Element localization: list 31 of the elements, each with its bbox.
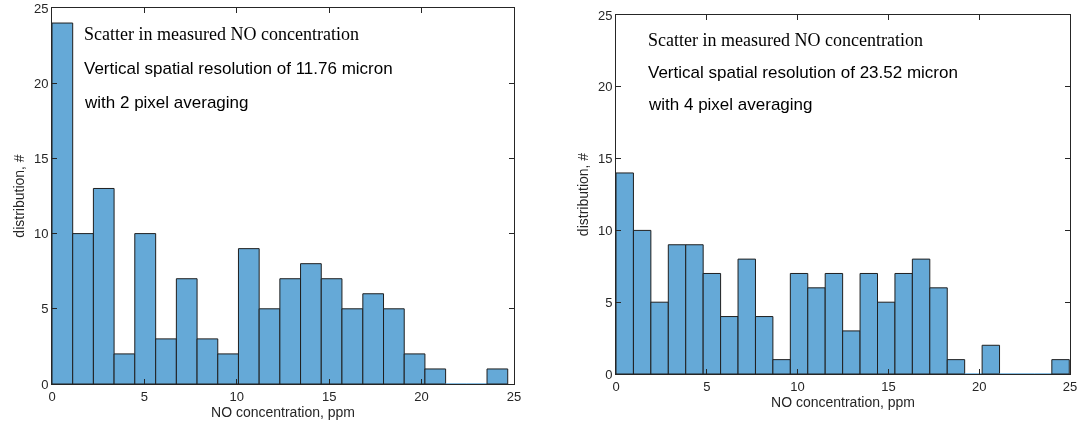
annotation: with 2 pixel averaging xyxy=(84,93,249,112)
x-axis-title: NO concentration, ppm xyxy=(771,393,915,410)
annotation: Vertical spatial resolution of 11.76 micron xyxy=(84,59,393,78)
x-tick-label: 15 xyxy=(321,388,337,404)
x-tick-label: 25 xyxy=(506,388,522,404)
x-axis-title: NO concentration, ppm xyxy=(211,403,355,420)
x-tick-label: 10 xyxy=(790,378,805,394)
y-tick-label: 15 xyxy=(33,150,49,166)
x-tick-label: 10 xyxy=(229,388,245,404)
y-tick-label: 20 xyxy=(33,75,49,91)
annotation: Vertical spatial resolution of 23.52 micron xyxy=(648,63,958,82)
x-tick-label: 20 xyxy=(414,388,429,404)
y-tick-label: 0 xyxy=(605,366,613,382)
annotation: Scatter in measured NO concentration xyxy=(648,30,923,50)
x-tick-label: 20 xyxy=(971,378,987,394)
annotation: Scatter in measured NO concentration xyxy=(84,24,359,44)
y-axis-title: distribution, # xyxy=(574,152,591,237)
y-tick-label: 10 xyxy=(597,222,613,238)
y-tick-label: 25 xyxy=(597,7,613,23)
y-tick-label: 10 xyxy=(33,226,49,242)
annotation: with 4 pixel averaging xyxy=(648,95,813,114)
x-tick-label: 5 xyxy=(703,378,711,394)
y-axis-title: distribution, # xyxy=(10,154,27,238)
x-tick-label: 15 xyxy=(881,378,896,394)
y-tick-label: 5 xyxy=(605,294,613,310)
y-tick-label: 15 xyxy=(597,151,613,167)
x-tick-label: 25 xyxy=(1062,378,1078,394)
y-tick-label: 5 xyxy=(41,301,49,317)
y-tick-label: 25 xyxy=(33,0,49,16)
x-tick-label: 5 xyxy=(140,388,149,404)
y-tick-label: 20 xyxy=(597,79,613,95)
